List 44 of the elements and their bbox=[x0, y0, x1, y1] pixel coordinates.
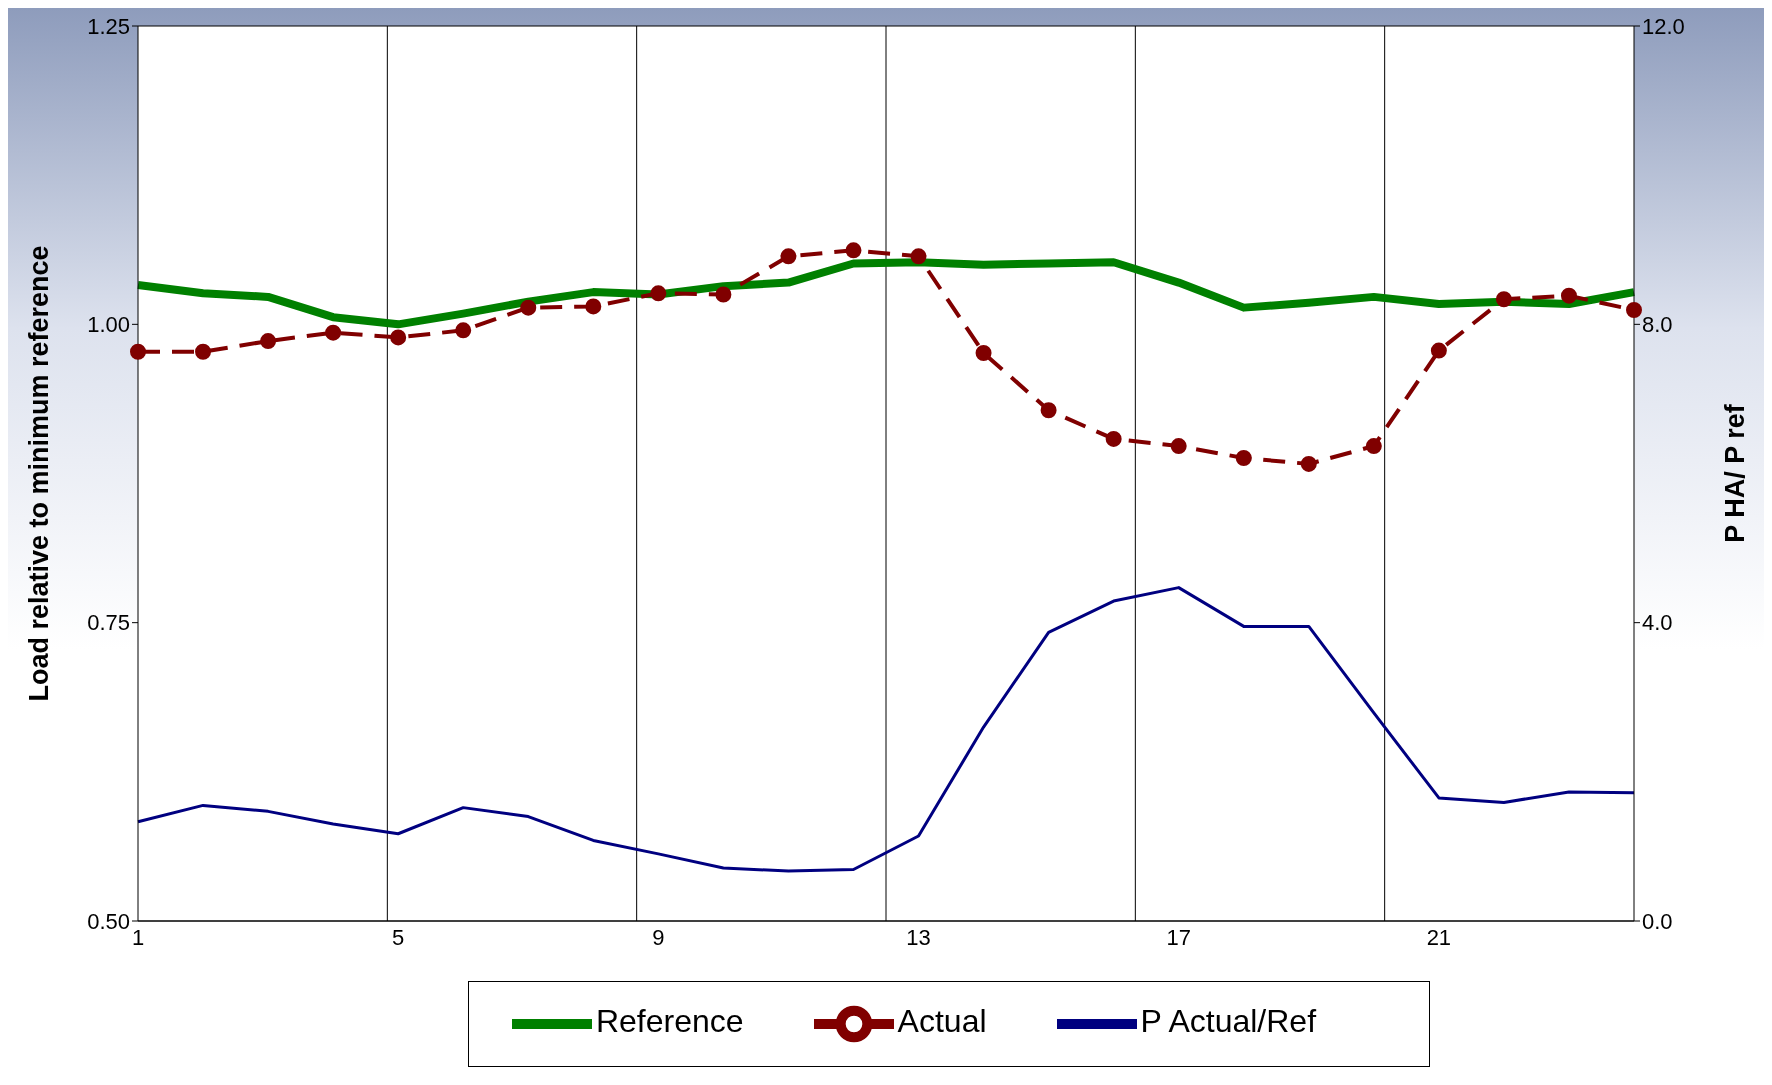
point bbox=[195, 343, 212, 360]
point bbox=[975, 344, 992, 361]
x-tick-label: 9 bbox=[652, 924, 665, 950]
x-tick-label: 1 bbox=[131, 924, 145, 950]
point bbox=[325, 324, 342, 341]
y2-tick-label: 4.0 bbox=[1642, 610, 1673, 636]
point bbox=[780, 248, 797, 265]
point bbox=[1560, 287, 1577, 304]
point bbox=[910, 248, 927, 265]
point bbox=[1170, 438, 1187, 455]
point bbox=[1300, 455, 1317, 472]
point bbox=[1626, 302, 1642, 319]
point bbox=[1495, 291, 1512, 308]
y2-axis-title: P HA/ P ref bbox=[1719, 403, 1750, 543]
x-tick-label: 21 bbox=[1426, 924, 1452, 950]
line-series bbox=[136, 586, 1636, 873]
x-tick-label: 17 bbox=[1166, 924, 1191, 950]
legend-label: Actual bbox=[897, 1003, 987, 1040]
y-tick-label: 0.75 bbox=[87, 610, 130, 636]
point bbox=[1365, 438, 1382, 455]
y2-tick-label: 0.0 bbox=[1642, 908, 1673, 934]
point bbox=[260, 333, 277, 350]
point bbox=[455, 322, 472, 339]
y-tick-label: 1.25 bbox=[87, 13, 130, 39]
point bbox=[1040, 402, 1057, 419]
point bbox=[1235, 449, 1252, 466]
y2-tick-label: 8.0 bbox=[1642, 312, 1673, 338]
point bbox=[715, 286, 732, 303]
point bbox=[1430, 342, 1447, 359]
x-tick-label: 5 bbox=[392, 924, 405, 950]
point bbox=[650, 285, 667, 302]
point bbox=[390, 329, 407, 346]
point bbox=[130, 343, 146, 360]
legend-label: Reference bbox=[595, 1003, 744, 1040]
y2-tick-label: 12.0 bbox=[1642, 13, 1685, 39]
point bbox=[1105, 430, 1122, 447]
point bbox=[845, 242, 862, 259]
y-tick-label: 1.00 bbox=[87, 312, 130, 338]
y-axis-title: Load relative to minimum reference bbox=[23, 245, 54, 702]
point bbox=[520, 299, 537, 316]
point bbox=[585, 298, 602, 315]
y-tick-label: 0.50 bbox=[87, 908, 130, 934]
x-tick-label: 13 bbox=[906, 924, 931, 950]
legend-label: P Actual/Ref bbox=[1140, 1003, 1317, 1040]
